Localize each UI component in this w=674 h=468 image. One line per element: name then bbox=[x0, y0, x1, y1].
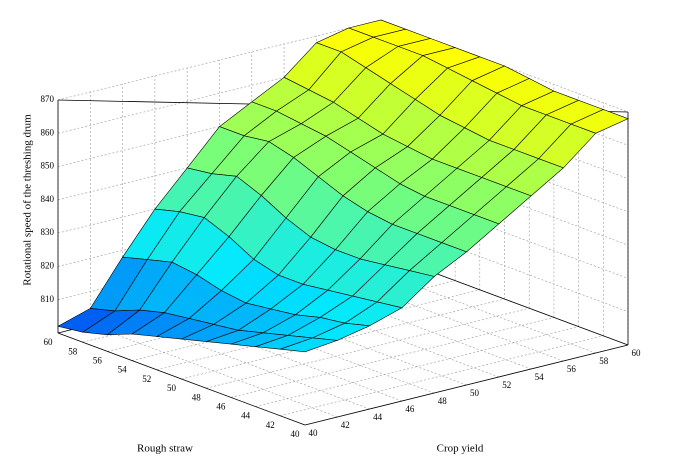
z-axis-label: Rotational speed of the threshing drum bbox=[22, 114, 34, 286]
grid-line bbox=[255, 326, 579, 407]
y-tick-label: 52 bbox=[142, 374, 151, 384]
y-tick-label: 56 bbox=[93, 355, 103, 365]
x-tick-label: 40 bbox=[309, 428, 319, 438]
z-tick-label: 830 bbox=[41, 227, 55, 237]
z-tick-label: 870 bbox=[41, 94, 55, 104]
y-axis-label: Rough straw bbox=[137, 443, 193, 455]
z-tick-label: 810 bbox=[41, 294, 55, 304]
x-tick-label: 56 bbox=[567, 364, 577, 374]
y-tick-label: 60 bbox=[44, 337, 54, 347]
x-tick-label: 50 bbox=[470, 388, 480, 398]
y-tick-label: 46 bbox=[216, 401, 226, 411]
x-tick-label: 58 bbox=[599, 356, 609, 366]
x-tick-label: 60 bbox=[632, 348, 642, 358]
x-tick-label: 44 bbox=[373, 412, 383, 422]
box-edge bbox=[304, 344, 629, 426]
x-tick-label: 54 bbox=[535, 372, 545, 382]
z-tick-label: 860 bbox=[41, 127, 55, 137]
z-tick-label: 820 bbox=[41, 260, 55, 270]
grid-line bbox=[230, 317, 554, 398]
y-tick-label: 42 bbox=[266, 420, 275, 430]
x-axis-label: Crop yield bbox=[437, 443, 484, 455]
z-tick-label: 840 bbox=[41, 194, 55, 204]
y-tick-label: 54 bbox=[118, 365, 128, 375]
x-tick-label: 48 bbox=[438, 396, 448, 406]
x-tick-label: 42 bbox=[341, 420, 350, 430]
y-tick-label: 48 bbox=[192, 392, 202, 402]
y-tick-label: 50 bbox=[167, 383, 177, 393]
y-tick-label: 40 bbox=[291, 429, 301, 439]
grid-line bbox=[156, 289, 480, 371]
z-tick-label: 850 bbox=[41, 161, 55, 171]
surface-patch bbox=[280, 337, 338, 353]
y-tick-label: 58 bbox=[68, 346, 78, 356]
y-tick-label: 44 bbox=[241, 411, 251, 421]
grid-line bbox=[181, 298, 505, 380]
grid-line bbox=[206, 307, 530, 389]
grid-line bbox=[280, 335, 604, 417]
x-tick-label: 46 bbox=[405, 404, 415, 414]
box-edge bbox=[57, 332, 306, 426]
x-tick-label: 52 bbox=[502, 380, 511, 390]
